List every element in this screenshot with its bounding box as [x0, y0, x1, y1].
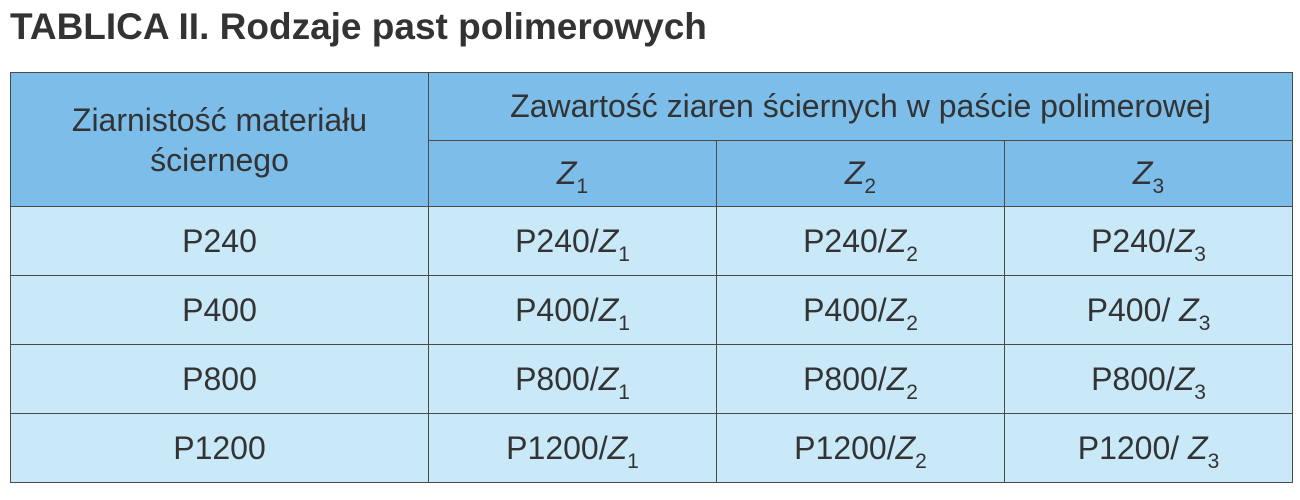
header-cell: Ziarnistość materiału ściernego	[10, 72, 429, 207]
table-cell: P240/Z3	[1003, 206, 1294, 276]
table-cell: P800/Z2	[716, 344, 1005, 414]
cell-base: P1200/	[506, 429, 608, 466]
header-row: Ziarnistość materiału ściernego Zawartoś…	[10, 72, 1294, 207]
table-row: P800 P800/Z1 P800/Z2 P800/Z3	[10, 344, 1294, 414]
cell-index: 1	[576, 175, 589, 198]
cell-symbol: Z	[886, 222, 907, 259]
cell-symbol: Z	[607, 429, 628, 466]
cell-index: 2	[906, 311, 918, 335]
table-row: P240 P240/Z1 P240/Z2 P240/Z3	[10, 206, 1294, 276]
cell-index: 1	[618, 380, 630, 404]
cell-symbol: Z	[1179, 291, 1199, 328]
table: Ziarnistość materiału ściernego Zawartoś…	[10, 72, 1294, 483]
cell-symbol: Z	[844, 155, 865, 191]
cell-base: P1200/	[794, 429, 896, 466]
table-cell: P400	[10, 275, 429, 345]
table-cell: P800	[10, 344, 429, 414]
table-cell: P400/Z2	[716, 275, 1005, 345]
table-cell: P400/ Z3	[1003, 275, 1294, 345]
cell-base: P400/	[1086, 291, 1180, 328]
cell-symbol: Z	[1188, 429, 1208, 466]
cell-base: P400/	[803, 291, 887, 328]
header-row: Z1 Z2 Z3	[11, 140, 1294, 207]
cell-symbol: Z	[1174, 222, 1195, 259]
cell-symbol: Z	[598, 222, 619, 259]
table-cell: P1200	[10, 413, 429, 483]
header-cell: Zawartość ziaren ściernych w paście poli…	[427, 72, 1294, 141]
cell-index: 3	[1194, 242, 1206, 266]
cell-base: P800/	[515, 360, 599, 397]
table-title: TABLICA II. Rodzaje past polimerowych	[10, 6, 707, 47]
cell-symbol: Z	[1132, 155, 1153, 191]
cell-symbol: Z	[895, 429, 916, 466]
cell-index: 3	[1194, 380, 1206, 404]
cell-base: P240/	[515, 222, 599, 259]
table-cell: P240/Z2	[716, 206, 1005, 276]
table-row: P400 P400/Z1 P400/Z2 P400/ Z3	[10, 275, 1294, 345]
table-cell: P240/Z1	[428, 206, 717, 276]
cell-index: 3	[1207, 449, 1220, 473]
cell-symbol: Z	[886, 291, 907, 328]
table-cell: P800/Z1	[428, 344, 717, 414]
cell-symbol: Z	[886, 360, 907, 397]
cell-base: P240/	[803, 222, 887, 259]
cell-index: 2	[864, 175, 877, 198]
cell-base: P400/	[515, 291, 599, 328]
cell-index: 2	[906, 242, 918, 266]
cell-symbol: Z	[598, 291, 619, 328]
table-cell: P1200/ Z3	[1003, 413, 1294, 483]
table-cell: P800/Z3	[1003, 344, 1294, 414]
cell-base: P240/	[1091, 222, 1175, 259]
cell-symbol: Z	[598, 360, 619, 397]
table-cell: Z2	[716, 140, 1005, 207]
table-cell: P1200/Z1	[428, 413, 717, 483]
cell-index: 2	[915, 449, 927, 473]
cell-base: P800/	[803, 360, 887, 397]
cell-base: P1200/	[1077, 429, 1189, 466]
table-cell: P1200/Z2	[716, 413, 1005, 483]
cell-index: 3	[1152, 175, 1165, 198]
table-cell: P240	[10, 206, 429, 276]
cell-base: P800/	[1091, 360, 1175, 397]
cell-index: 1	[618, 311, 630, 335]
table-cell: Z1	[428, 140, 717, 207]
cell-index: 2	[906, 380, 918, 404]
table-body: Ziarnistość materiału ściernego Zawartoś…	[10, 72, 1294, 483]
table-cell: Z3	[1003, 140, 1294, 207]
cell-index: 1	[627, 449, 639, 473]
table-row: P1200 P1200/Z1 P1200/Z2 P1200/ Z3	[10, 413, 1294, 483]
cell-index: 3	[1198, 311, 1211, 335]
cell-symbol: Z	[556, 155, 577, 191]
cell-index: 1	[618, 242, 630, 266]
cell-symbol: Z	[1174, 360, 1195, 397]
table-cell: P400/Z1	[428, 275, 717, 345]
